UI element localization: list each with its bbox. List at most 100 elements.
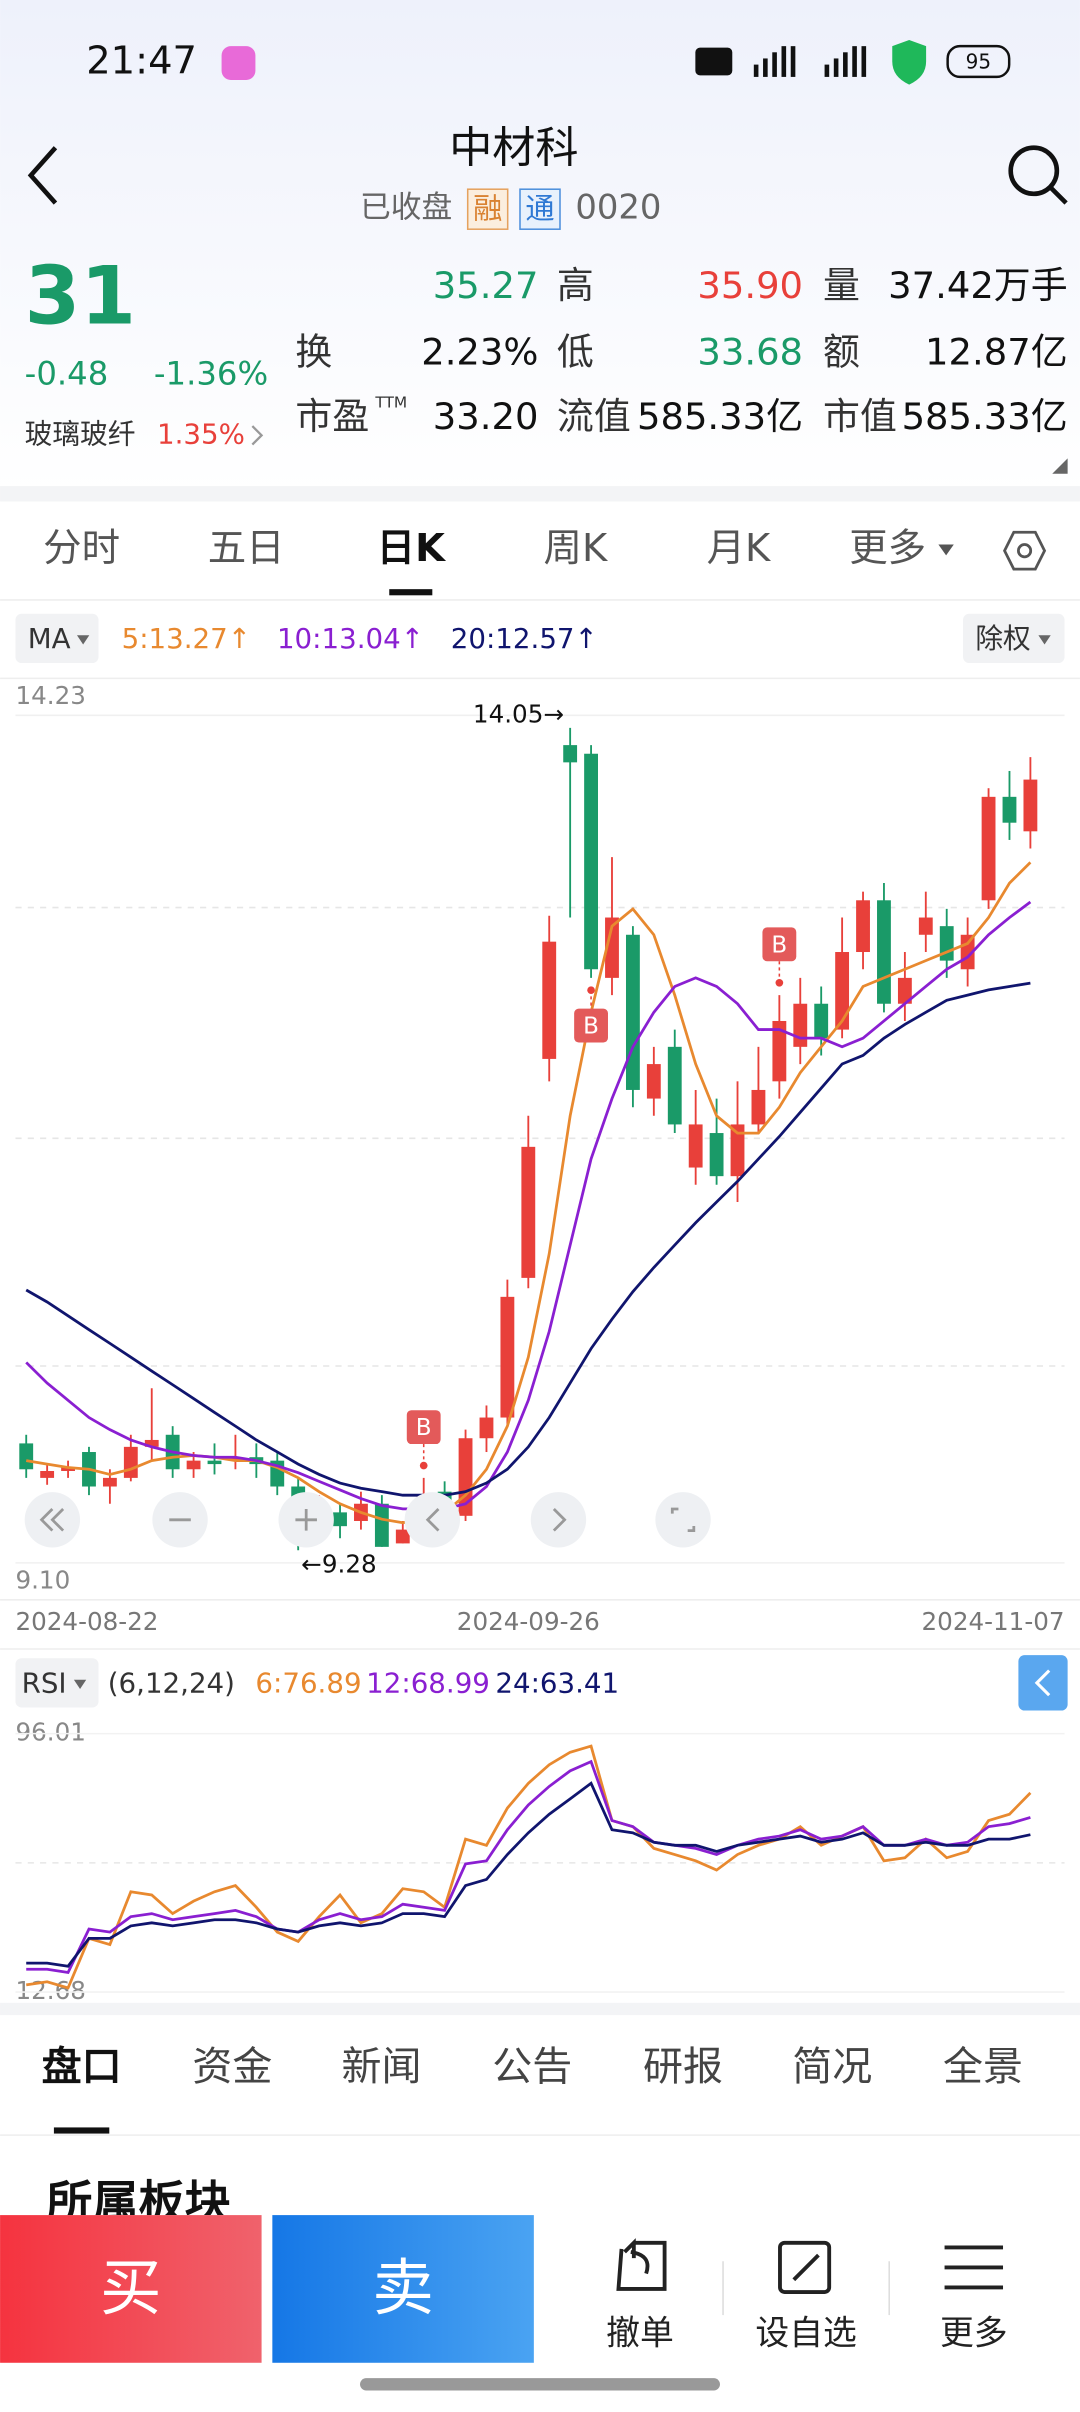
price-change-pct: -1.36% [154, 354, 268, 392]
candle-body [40, 1470, 55, 1478]
stat-value: 585.33亿 [637, 395, 803, 438]
stat-value: 12.87亿 [925, 330, 1068, 373]
period-tab[interactable]: 日K [377, 526, 446, 571]
battery [946, 44, 1011, 79]
header-bg [0, 0, 1080, 493]
candle-body [835, 952, 850, 1030]
candle-body [814, 1003, 829, 1039]
stat-label: 市值 [823, 395, 897, 438]
info-tab[interactable]: 盘口 [42, 2044, 122, 2090]
kline: 9.10 14.23 5:13.27↑ 10:13.04↑ 20:12.57↑ 2024-… [15, 622, 1065, 1636]
candle-body [709, 1133, 724, 1177]
legend-entry: 5:13.27↑ [122, 622, 251, 655]
signal-dot [419, 1461, 428, 1470]
tool-icons [616, 2238, 1004, 2294]
stat-label: 额 [823, 330, 860, 373]
candle-body [563, 745, 578, 763]
candle-body [144, 1439, 159, 1447]
stat-value: 33.68 [697, 330, 803, 373]
info-tab[interactable]: 资金 [192, 2044, 272, 2090]
stock-code: 0020 [575, 188, 661, 227]
candle-body [751, 1089, 766, 1125]
signal-box [574, 1008, 608, 1043]
legend-entry: 24:63.41 [495, 1666, 619, 1699]
move-right[interactable] [530, 1492, 587, 1548]
rsi-line [26, 1781, 1031, 1968]
info-tab[interactable]: 全景 [943, 2044, 1023, 2090]
info-tab[interactable]: 研报 [643, 2044, 723, 2090]
candle-body [123, 1446, 138, 1478]
collapse-button[interactable] [1018, 1655, 1068, 1711]
dropdown-caret [73, 1679, 87, 1690]
tool-labels: 撤单 设自选 更多 [606, 2314, 1007, 2353]
candle-body [102, 1477, 117, 1487]
annotation: ←9.28 [301, 1550, 376, 1579]
info-tab[interactable]: 新闻 [342, 2044, 422, 2090]
rsi-line [26, 1759, 1031, 1975]
period-tab[interactable]: 更多 [849, 526, 926, 571]
sell-label: 卖 [372, 2252, 434, 2324]
search-handle [1049, 186, 1068, 205]
dropdown-caret [938, 544, 954, 556]
indicator-select[interactable] [15, 613, 99, 663]
search-button[interactable] [1008, 145, 1060, 197]
adjust-select[interactable] [963, 613, 1065, 663]
candle-body [605, 917, 619, 978]
indicator-name: MA [28, 622, 71, 655]
info-tab[interactable]: 简况 [792, 2044, 872, 2090]
x-tick-label: 2024-11-07 [922, 1607, 1065, 1636]
move-left[interactable] [404, 1492, 461, 1548]
sell-button[interactable] [272, 2215, 534, 2363]
period-tab[interactable]: 周K [544, 526, 609, 571]
period-tabs: 分时 五日 日K 周K 月K 更多 [43, 526, 954, 596]
period-tab[interactable]: 五日 [208, 526, 285, 571]
y-tick-label: 14.23 [15, 681, 85, 710]
candle-body [688, 1124, 703, 1168]
candle-body [333, 1512, 347, 1527]
stock-name: 中材科 [449, 123, 578, 173]
tool-label[interactable]: 更多 [940, 2314, 1008, 2353]
candle-body [918, 917, 933, 935]
tag-box [466, 188, 509, 230]
indicator-name: RSI [22, 1666, 67, 1699]
info-tab[interactable]: 公告 [492, 2044, 572, 2090]
stat-value: 35.90 [697, 264, 803, 307]
tag: 通 [525, 192, 554, 226]
stat-value: 33.20 [433, 395, 539, 438]
candle-body [877, 900, 891, 1004]
clock: 21:47 [86, 39, 197, 84]
tool-label[interactable]: 撤单 [606, 2314, 674, 2353]
candle-body [186, 1460, 201, 1470]
stat-value: 37.42万手 [888, 264, 1067, 307]
indicator-params: (6,12,24) [108, 1666, 235, 1699]
period-tab[interactable]: 月K [707, 526, 772, 571]
tool-label[interactable]: 设自选 [755, 2314, 856, 2353]
candle-body [19, 1443, 34, 1470]
stat-value: 585.33亿 [902, 395, 1068, 438]
price-change: -0.48 [25, 354, 109, 392]
y-tick-label: 12.68 [15, 1976, 85, 2005]
candle-body [646, 1064, 661, 1099]
candle-body [61, 1467, 75, 1471]
candle-body [793, 1003, 808, 1047]
indicator-select[interactable] [15, 1658, 99, 1708]
buy-button[interactable] [0, 2215, 262, 2363]
period-tab[interactable]: 分时 [43, 526, 120, 571]
settings-button[interactable] [1003, 530, 1047, 571]
candle-body [542, 941, 557, 1059]
ma-line [25, 900, 1032, 1511]
signal-box [406, 1410, 441, 1445]
settings-dot [1017, 543, 1033, 559]
candle-body [625, 934, 640, 1090]
fullscreen[interactable] [655, 1492, 711, 1548]
last-price: 31 [25, 249, 136, 342]
tab-underline [53, 2127, 110, 2134]
collapse-arrow [1034, 1669, 1051, 1697]
tag: 融 [473, 192, 502, 226]
back-button[interactable] [27, 146, 58, 205]
legend-entry: 6:76.89 [255, 1666, 361, 1699]
candle-body [730, 1124, 745, 1177]
info-tabs: 盘口 资金 新闻 公告 研报 简况 全景 [42, 2044, 1023, 2134]
stat-label: 市盈 [295, 395, 369, 438]
